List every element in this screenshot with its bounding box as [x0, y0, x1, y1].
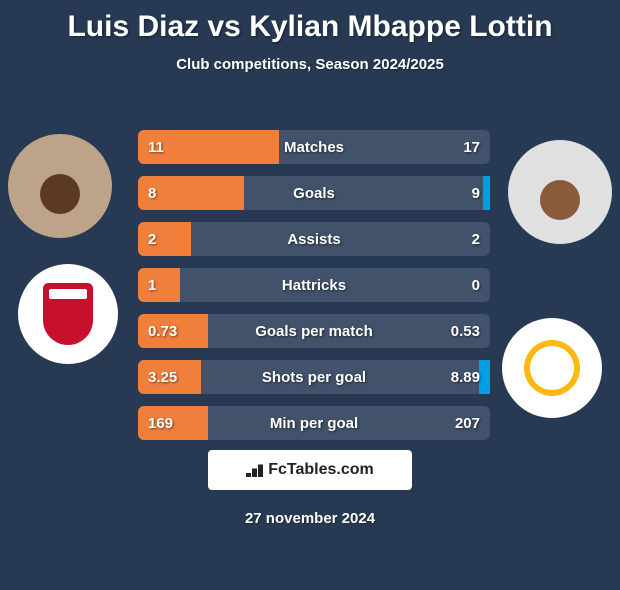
player-left-avatar: [8, 134, 112, 238]
stat-label: Shots per goal: [138, 360, 490, 394]
stat-row: 3.258.89Shots per goal: [138, 360, 490, 394]
stat-row: 22Assists: [138, 222, 490, 256]
source-logo: FcTables.com: [208, 450, 412, 490]
stat-label: Goals per match: [138, 314, 490, 348]
stat-row: 0.730.53Goals per match: [138, 314, 490, 348]
player-right-avatar: [508, 140, 612, 244]
stat-label: Hattricks: [138, 268, 490, 302]
subtitle: Club competitions, Season 2024/2025: [0, 56, 620, 73]
page-title: Luis Diaz vs Kylian Mbappe Lottin: [0, 10, 620, 44]
club-right-logo: [502, 318, 602, 418]
stat-label: Goals: [138, 176, 490, 210]
stat-label: Matches: [138, 130, 490, 164]
stats-container: 1117Matches 89Goals 22Assists 10Hattricks 0.…: [138, 130, 490, 452]
footer-date: 27 november 2024: [0, 510, 620, 527]
club-left-logo: [18, 264, 118, 364]
stat-label: Min per goal: [138, 406, 490, 440]
stat-row: 169207Min per goal: [138, 406, 490, 440]
stat-row: 10Hattricks: [138, 268, 490, 302]
source-text: FcTables.com: [268, 461, 374, 479]
stat-label: Assists: [138, 222, 490, 256]
stat-row: 89Goals: [138, 176, 490, 210]
stat-row: 1117Matches: [138, 130, 490, 164]
chart-icon: [246, 463, 264, 477]
